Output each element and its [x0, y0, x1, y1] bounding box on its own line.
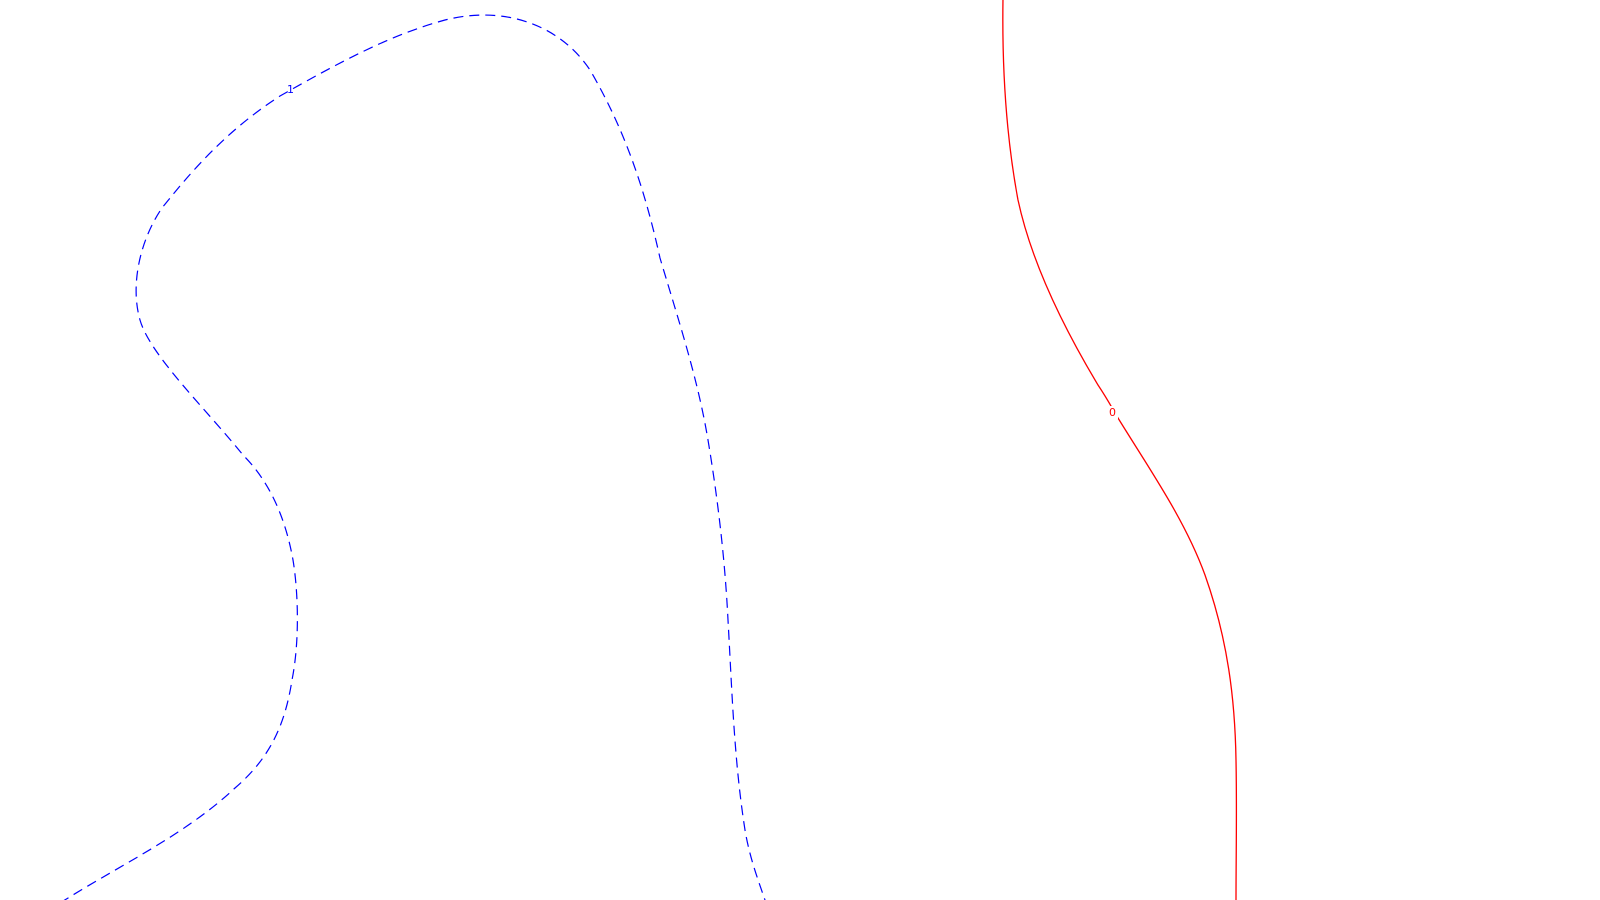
contour-label-0: 0 — [1109, 406, 1116, 419]
contour-label-0-bg — [1106, 406, 1118, 419]
contour-path-solid — [1002, 0, 1238, 900]
contour-path-dashed — [63, 14, 766, 900]
contour-label-1: 1 — [287, 83, 294, 96]
contour-line-0: 0 — [1002, 0, 1238, 900]
contour-line-1: 1 — [63, 14, 766, 900]
